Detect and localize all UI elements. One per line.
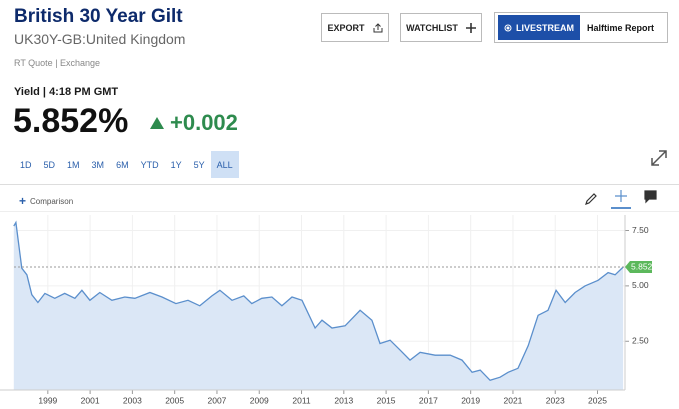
x-tick-label: 2003 <box>123 395 142 405</box>
live-group: LIVESTREAM Halftime Report <box>494 12 668 43</box>
range-button[interactable]: ALL <box>210 151 239 178</box>
x-tick-label: 2019 <box>461 395 480 405</box>
x-tick-label: 1999 <box>38 395 57 405</box>
range-button[interactable]: 5Y <box>193 159 205 170</box>
x-tick-label: 2021 <box>503 395 522 405</box>
x-tick-label: 2015 <box>377 395 396 405</box>
subtitle: UK30Y-GB:United Kingdom <box>14 31 186 47</box>
price-line <box>13 220 624 382</box>
export-button[interactable]: EXPORT <box>321 13 389 42</box>
change-value: +0.002 <box>170 110 238 135</box>
range-button[interactable]: 3M <box>91 159 105 170</box>
current-value-label: 5.852 <box>631 261 653 271</box>
x-tick-label: 2017 <box>419 395 438 405</box>
y-tick-label: 2.50 <box>632 336 649 346</box>
comparison-button[interactable]: + Comparison <box>19 194 73 208</box>
range-selector: 1D 5D 1M 3M 6M YTD 1Y 5Y ALL <box>14 151 239 178</box>
plus-icon <box>465 22 476 33</box>
halftime-button[interactable]: Halftime Report <box>587 22 655 33</box>
range-button[interactable]: 6M <box>116 159 129 170</box>
range-button[interactable]: 5D <box>43 159 56 170</box>
y-tick-label: 5.00 <box>632 280 649 290</box>
price: 5.852% <box>13 102 129 140</box>
livestream-button[interactable]: LIVESTREAM <box>498 15 580 40</box>
yield-label: Yield | 4:18 PM GMT <box>14 86 119 98</box>
draw-tool[interactable] <box>585 193 597 205</box>
live-dot <box>504 24 512 31</box>
x-tick-label: 2009 <box>250 395 269 405</box>
source: RT Quote | Exchange <box>14 58 101 68</box>
comparison-label: Comparison <box>30 196 74 206</box>
range-button[interactable]: 1Y <box>170 159 182 170</box>
plus: + <box>19 194 27 208</box>
crosshair-tool[interactable] <box>615 190 627 202</box>
x-tick-label: 2007 <box>208 395 227 405</box>
export-label: EXPORT <box>327 22 365 33</box>
area-fill <box>13 222 624 390</box>
y-tick-label: 7.50 <box>632 225 649 235</box>
chart-tools[interactable] <box>585 190 657 209</box>
x-tick-label: 2025 <box>588 395 607 405</box>
change: +0.002 <box>150 110 238 136</box>
title: British 30 Year Gilt <box>14 6 183 27</box>
current-value-tag <box>625 261 652 274</box>
livestream-label: LIVESTREAM <box>515 22 574 33</box>
export-icon <box>373 22 382 32</box>
watchlist-button[interactable]: WATCHLIST <box>400 13 482 42</box>
comment-tool[interactable] <box>644 190 657 204</box>
range-button[interactable]: 1D <box>20 159 32 170</box>
up-arrow <box>150 117 164 129</box>
x-tick-label: 2013 <box>334 395 353 405</box>
watchlist-label: WATCHLIST <box>406 22 458 33</box>
expand-icon[interactable] <box>651 150 667 166</box>
x-tick-label: 2001 <box>81 395 100 405</box>
x-tick-label: 2005 <box>165 395 184 405</box>
x-tick-label: 2023 <box>546 395 565 405</box>
x-tick-label: 2011 <box>292 395 311 405</box>
range-button[interactable]: 1M <box>67 159 80 170</box>
range-button[interactable]: YTD <box>140 159 159 170</box>
